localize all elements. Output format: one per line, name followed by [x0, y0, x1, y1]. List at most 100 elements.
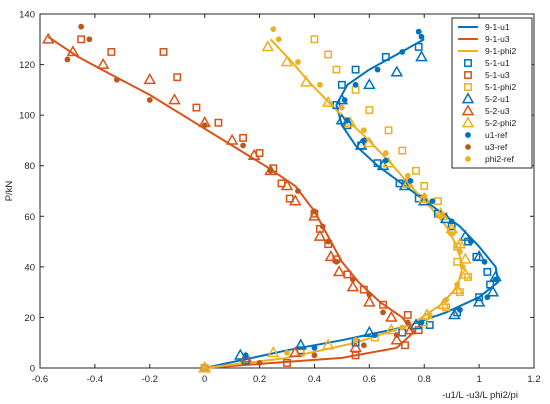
point-5-2-u1 [472, 295, 486, 307]
point-5-2-u3 [346, 280, 360, 292]
point-5-1-u1 [351, 65, 360, 74]
point-u3-ref [325, 238, 332, 245]
point-u3-ref [256, 360, 263, 366]
legend-swatch-5-1-u3 [464, 71, 472, 79]
legend-swatch-5-1-u1 [464, 59, 472, 67]
y-axis-label: P/kN [4, 181, 15, 202]
point-5-2-phi2 [321, 338, 335, 350]
point-u3-ref [393, 332, 400, 339]
legend-label-5-1-phi2: 5-1-phi2 [485, 82, 516, 92]
point-phi2-ref [404, 172, 411, 179]
x-tick-label: 0.8 [418, 374, 431, 385]
point-phi2-ref [454, 281, 461, 288]
point-u1-ref [418, 33, 425, 40]
point-5-2-u3 [288, 346, 302, 358]
y-tick-label: 40 [24, 262, 35, 273]
point-5-2-u1 [363, 78, 376, 90]
point-u3-ref [78, 23, 85, 30]
point-5-2-u1 [472, 250, 486, 262]
point-u1-ref [415, 28, 422, 35]
point-5-2-u3 [385, 310, 398, 322]
point-5-2-u3 [404, 323, 417, 335]
y-tick-label: 120 [19, 60, 35, 71]
point-u1-ref [371, 332, 378, 339]
point-5-2-u1 [417, 194, 431, 206]
point-5-2-u1 [234, 348, 247, 360]
point-u3-ref [267, 167, 274, 174]
point-u1-ref [344, 117, 351, 124]
point-5-1-u1 [381, 53, 390, 61]
legend-swatch-u3-ref [465, 144, 471, 150]
legend-label-phi2-ref: phi2-ref [485, 154, 514, 164]
point-phi2-ref [457, 248, 463, 255]
legend-label-5-2-u1: 5-2-u1 [485, 94, 510, 104]
point-u1-ref [311, 344, 318, 351]
point-u1-ref [341, 97, 348, 103]
legend-label-9-1-phi2: 9-1-phi2 [485, 46, 516, 56]
point-5-1-u1 [486, 280, 495, 289]
legend-label-u3-ref: u3-ref [485, 142, 508, 152]
point-u3-ref [86, 36, 93, 43]
point-u3-ref [311, 352, 318, 359]
point-5-1-u3 [414, 326, 423, 335]
point-phi2-ref [421, 193, 428, 199]
point-5-1-phi2 [384, 126, 393, 135]
point-5-1-phi2 [310, 35, 319, 44]
point-u3-ref [113, 76, 120, 83]
point-u3-ref [201, 122, 208, 129]
y-tick-label: 60 [24, 212, 35, 223]
point-5-2-u3 [96, 57, 110, 69]
point-u3-ref [360, 342, 367, 349]
point-5-1-u3 [351, 351, 360, 360]
point-u3-ref [380, 309, 386, 316]
point-5-2-u1 [448, 308, 461, 320]
series-line-9-1-phi2 [204, 38, 464, 369]
point-5-2-u3 [168, 93, 181, 105]
point-u3-ref [333, 258, 340, 265]
point-5-2-phi2 [261, 40, 275, 52]
y-tick-label: 80 [24, 161, 35, 172]
point-u1-ref [484, 294, 491, 301]
point-5-2-u3 [313, 229, 327, 241]
legend-label-5-1-u1: 5-1-u1 [485, 58, 510, 68]
y-tick-label: 140 [19, 10, 35, 21]
x-axis-label: -u1/L -u3/L phi2/pi [442, 390, 518, 401]
point-5-2-u3 [390, 333, 404, 345]
legend-swatch-5-2-u1 [461, 92, 475, 104]
point-5-2-u1 [398, 179, 412, 191]
point-5-2-phi2 [299, 75, 313, 87]
point-5-2-phi2 [437, 298, 450, 310]
point-phi2-ref [382, 150, 389, 156]
x-tick-label: 0.4 [308, 374, 321, 385]
legend-label-9-1-u1: 9-1-u1 [485, 22, 510, 32]
point-u3-ref [311, 208, 318, 215]
point-5-1-u3 [173, 73, 182, 82]
legend-label-9-1-u3: 9-1-u3 [485, 34, 510, 44]
point-5-1-u3 [359, 285, 368, 294]
point-5-2-u1 [459, 229, 472, 241]
series-markers [41, 23, 502, 373]
point-phi2-ref [459, 263, 466, 270]
x-tick-label: 0.2 [253, 374, 266, 385]
point-5-2-u1 [354, 138, 368, 150]
point-5-2-u3 [349, 341, 362, 353]
point-u3-ref [295, 188, 301, 194]
y-tick-label: 20 [24, 313, 35, 324]
legend: 9-1-u1 9-1-u3 9-1-phi2 5-1-u1 5-1-u3 5-1-phi2… [451, 17, 533, 169]
point-5-1-u3 [239, 133, 248, 142]
point-5-1-u3 [214, 118, 223, 127]
point-5-1-u3 [403, 310, 412, 319]
point-5-1-phi2 [420, 181, 429, 190]
point-5-2-phi2 [459, 267, 472, 279]
point-5-2-u1 [486, 285, 500, 297]
x-tick-label: 1.2 [527, 374, 540, 385]
point-5-2-phi2 [459, 252, 472, 264]
point-5-2-u3 [280, 179, 294, 191]
point-phi2-ref [426, 312, 433, 318]
point-5-2-u3 [308, 209, 321, 221]
point-5-1-phi2 [398, 146, 407, 155]
point-u1-ref [467, 238, 474, 245]
x-tick-label: -0.6 [32, 374, 48, 385]
point-u1-ref [407, 177, 414, 184]
legend-label-5-1-u3: 5-1-u3 [485, 70, 510, 80]
